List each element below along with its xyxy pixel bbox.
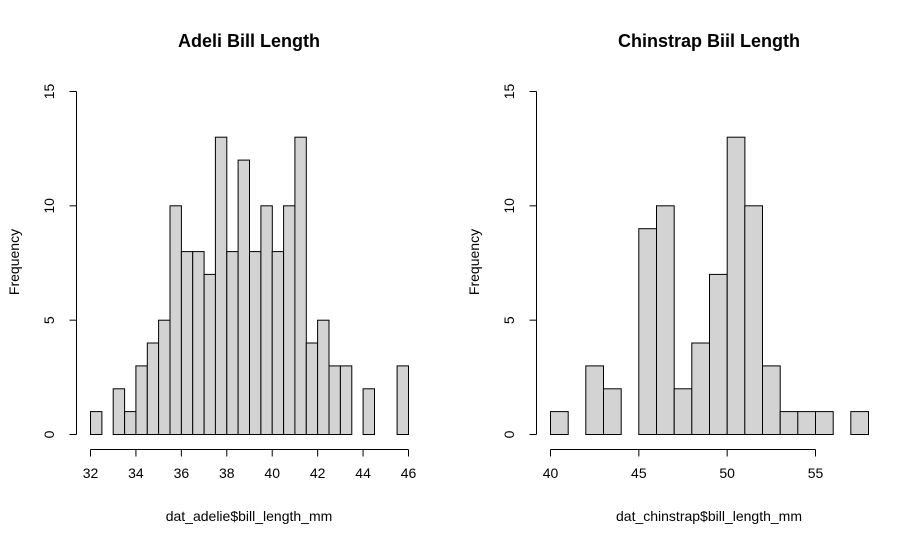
histogram-bar xyxy=(673,388,693,435)
x-tick-label: 42 xyxy=(310,465,326,481)
y-axis-label: Frequency xyxy=(6,229,22,295)
histogram-bar xyxy=(603,388,622,435)
histogram-bar xyxy=(90,411,103,436)
x-axis: 32 34 36 38 40 42 44 46 xyxy=(83,449,417,481)
y-axis: 0 5 10 15 xyxy=(41,84,77,438)
x-tick-label: 40 xyxy=(543,465,559,481)
histogram-bar xyxy=(328,365,341,435)
histogram-bar xyxy=(317,319,330,436)
histogram-bar xyxy=(112,388,126,435)
histogram-bar xyxy=(797,411,816,436)
y-axis: 0 5 10 15 xyxy=(501,84,537,438)
y-tick-label: 5 xyxy=(501,316,517,324)
histogram-bar xyxy=(203,273,217,435)
y-tick-label: 15 xyxy=(41,84,57,100)
histogram-bar xyxy=(762,365,781,435)
histogram-bar xyxy=(226,251,239,435)
x-tick-label: 44 xyxy=(355,465,371,481)
histogram-bar xyxy=(294,136,307,435)
histogram-bar xyxy=(305,342,319,435)
bar-group xyxy=(90,136,410,436)
x-axis-label: dat_chinstrap$bill_length_mm xyxy=(616,508,802,524)
y-tick-label: 0 xyxy=(501,430,517,438)
x-tick-label: 40 xyxy=(264,465,280,481)
y-tick-label: 0 xyxy=(41,430,57,438)
histogram-bar xyxy=(237,159,251,435)
histogram-bar xyxy=(585,365,604,435)
y-axis-label: Frequency xyxy=(466,229,482,295)
x-axis: 40 45 50 55 xyxy=(543,449,824,481)
x-tick-label: 38 xyxy=(219,465,235,481)
histogram-bar xyxy=(815,411,834,436)
histogram-bar xyxy=(709,273,728,435)
x-tick-label: 32 xyxy=(83,465,99,481)
histogram-bar xyxy=(744,205,763,435)
x-tick-label: 45 xyxy=(631,465,647,481)
x-tick-label: 34 xyxy=(128,465,144,481)
histogram-bar xyxy=(135,365,148,435)
histogram-bar xyxy=(260,205,273,435)
histogram-bar xyxy=(271,251,285,435)
histogram-bar xyxy=(362,388,376,435)
histogram-bar xyxy=(638,228,657,435)
histogram-bar xyxy=(339,365,353,435)
x-axis-label: dat_adelie$bill_length_mm xyxy=(166,508,333,524)
histogram-bar xyxy=(550,411,569,436)
histogram-bar xyxy=(396,365,410,435)
histogram-bar xyxy=(146,342,160,435)
x-tick-label: 55 xyxy=(808,465,824,481)
histogram-bar xyxy=(192,251,205,435)
histogram-bar xyxy=(158,319,171,436)
histogram-bar xyxy=(169,205,182,435)
histogram-bar xyxy=(283,205,296,435)
chinstrap-histogram-panel: Chinstrap Biil Length Frequency dat_chin… xyxy=(466,31,869,524)
chart-title: Chinstrap Biil Length xyxy=(618,31,800,51)
histogram-bar xyxy=(779,411,799,436)
histogram-bar xyxy=(691,342,710,435)
y-tick-label: 5 xyxy=(41,316,57,324)
histogram-bar xyxy=(249,251,262,435)
histogram-bar xyxy=(656,205,675,435)
y-tick-label: 10 xyxy=(501,198,517,214)
x-tick-label: 46 xyxy=(401,465,417,481)
x-tick-label: 50 xyxy=(719,465,735,481)
histogram-bar xyxy=(180,251,194,435)
histogram-bar xyxy=(850,411,869,436)
histogram-bar xyxy=(124,411,137,436)
histogram-bar xyxy=(726,136,746,435)
histogram-bar xyxy=(214,136,228,435)
y-tick-label: 10 xyxy=(41,198,57,214)
adelie-histogram-panel: Adeli Bill Length Frequency dat_adelie$b… xyxy=(6,31,416,524)
chart-title: Adeli Bill Length xyxy=(178,31,320,51)
x-tick-label: 36 xyxy=(174,465,190,481)
bar-group xyxy=(550,136,869,436)
y-tick-label: 15 xyxy=(501,84,517,100)
